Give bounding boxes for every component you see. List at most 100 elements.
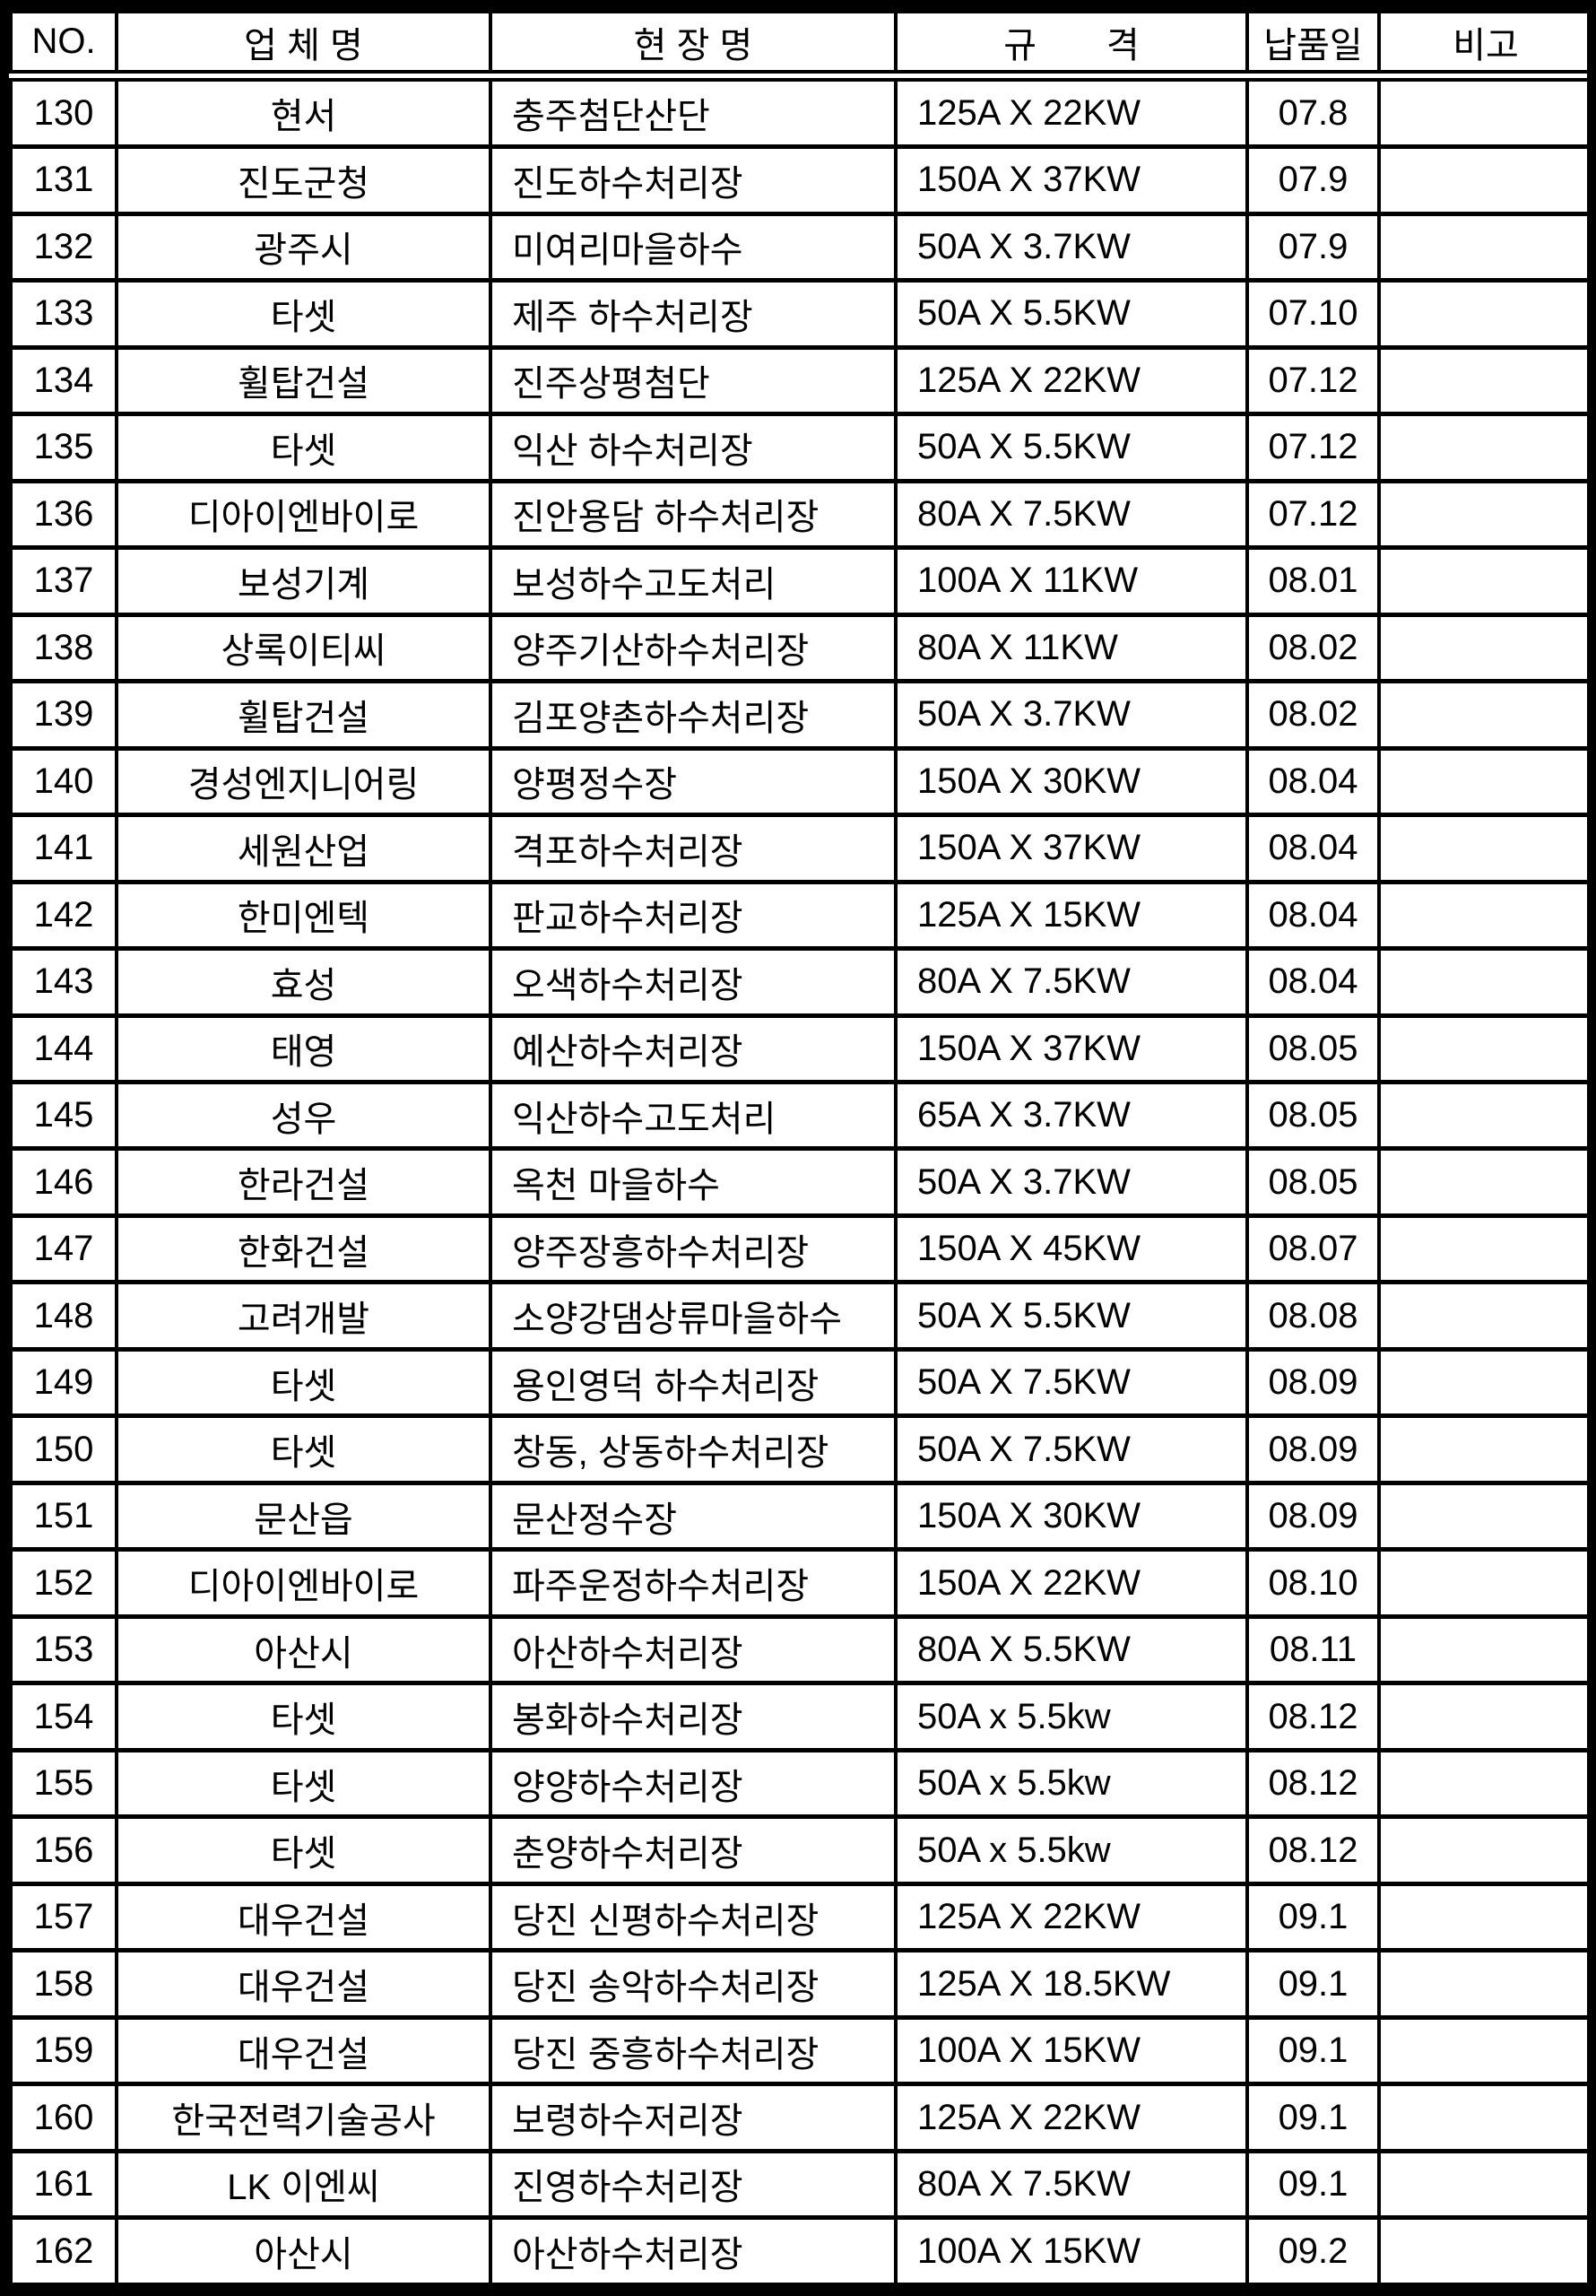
table-body: 130 현서 충주첨단산단 125A X 22KW 07.8 131 진도군청 … <box>9 73 1594 2287</box>
header-site: 현 장 명 <box>489 9 898 82</box>
cell-spec: 125A X 22KW <box>894 344 1249 417</box>
cell-site: 당진 중흥하수처리장 <box>489 2014 898 2087</box>
cell-company: 현서 <box>115 73 492 150</box>
cell-company: 휠탑건설 <box>115 344 492 417</box>
cell-spec: 150A X 37KW <box>894 144 1249 216</box>
header-spec: 규 격 <box>894 9 1249 82</box>
cell-no: 154 <box>9 1681 118 1752</box>
cell-site: 창동, 상동하수처리장 <box>489 1413 898 1485</box>
cell-date: 09.1 <box>1245 2014 1381 2087</box>
cell-no: 130 <box>9 73 118 150</box>
cell-no: 135 <box>9 412 118 483</box>
cell-date: 08.04 <box>1245 745 1381 818</box>
cell-note <box>1377 1881 1594 1953</box>
delivery-log-table: NO. 업 체 명 현 장 명 규 격 납품일 비고 130 현서 충주첨단산단… <box>9 9 1594 2287</box>
cell-note <box>1377 1346 1594 1419</box>
cell-note <box>1377 278 1594 350</box>
cell-spec: 50A X 5.5KW <box>894 1280 1249 1352</box>
cell-date: 08.09 <box>1245 1413 1381 1485</box>
cell-spec: 80A X 7.5KW <box>894 478 1249 551</box>
cell-spec: 50A x 5.5kw <box>894 1814 1249 1886</box>
table-row: 135 타셋 익산 하수처리장 50A X 5.5KW 07.12 <box>9 412 1594 483</box>
table-row: 162 아산시 아산하수처리장 100A X 15KW 09.2 <box>9 2215 1594 2287</box>
cell-note <box>1377 1413 1594 1485</box>
cell-spec: 100A X 15KW <box>894 2014 1249 2087</box>
cell-spec: 80A X 7.5KW <box>894 2148 1249 2221</box>
cell-date: 08.05 <box>1245 1079 1381 1152</box>
cell-no: 155 <box>9 1747 118 1820</box>
table-row: 140 경성엔지니어링 양평정수장 150A X 30KW 08.04 <box>9 745 1594 818</box>
table-row: 156 타셋 춘양하수처리장 50A x 5.5kw 08.12 <box>9 1814 1594 1886</box>
cell-spec: 150A X 37KW <box>894 1013 1249 1085</box>
cell-company: 상록이티씨 <box>115 612 492 684</box>
cell-site: 양주기산하수처리장 <box>489 612 898 684</box>
cell-date: 07.10 <box>1245 278 1381 350</box>
cell-no: 159 <box>9 2014 118 2087</box>
table-row: 152 디아이엔바이로 파주운정하수처리장 150A X 22KW 08.10 <box>9 1547 1594 1619</box>
cell-date: 08.02 <box>1245 679 1381 751</box>
cell-site: 진영하수처리장 <box>489 2148 898 2221</box>
table-row: 153 아산시 아산하수처리장 80A X 5.5KW 08.11 <box>9 1613 1594 1686</box>
cell-note <box>1377 144 1594 216</box>
cell-date: 08.07 <box>1245 1213 1381 1285</box>
cell-note <box>1377 1213 1594 1285</box>
cell-site: 양평정수장 <box>489 745 898 818</box>
header-row: NO. 업 체 명 현 장 명 규 격 납품일 비고 <box>9 9 1594 82</box>
cell-date: 09.1 <box>1245 2082 1381 2153</box>
cell-site: 오색하수처리장 <box>489 946 898 1018</box>
cell-date: 08.12 <box>1245 1814 1381 1886</box>
cell-date: 07.9 <box>1245 144 1381 216</box>
cell-no: 151 <box>9 1480 118 1552</box>
cell-site: 봉화하수처리장 <box>489 1681 898 1752</box>
cell-company: 타셋 <box>115 1814 492 1886</box>
cell-date: 08.08 <box>1245 1280 1381 1352</box>
cell-no: 161 <box>9 2148 118 2221</box>
cell-site: 김포양촌하수처리장 <box>489 679 898 751</box>
cell-spec: 50A X 7.5KW <box>894 1413 1249 1485</box>
cell-date: 08.04 <box>1245 813 1381 884</box>
cell-no: 147 <box>9 1213 118 1285</box>
cell-site: 파주운정하수처리장 <box>489 1547 898 1619</box>
cell-date: 08.04 <box>1245 879 1381 952</box>
cell-date: 08.09 <box>1245 1480 1381 1552</box>
cell-note <box>1377 879 1594 952</box>
cell-spec: 100A X 11KW <box>894 545 1249 617</box>
cell-company: 문산읍 <box>115 1480 492 1552</box>
table-row: 143 효성 오색하수처리장 80A X 7.5KW 08.04 <box>9 946 1594 1018</box>
table-row: 146 한라건설 옥천 마을하수 50A X 3.7KW 08.05 <box>9 1146 1594 1218</box>
header-note: 비고 <box>1377 9 1594 82</box>
cell-site: 예산하수처리장 <box>489 1013 898 1085</box>
cell-site: 용인영덕 하수처리장 <box>489 1346 898 1419</box>
cell-no: 131 <box>9 144 118 216</box>
cell-date: 08.05 <box>1245 1146 1381 1218</box>
cell-company: 휠탑건설 <box>115 679 492 751</box>
cell-company: 보성기계 <box>115 545 492 617</box>
header-company: 업 체 명 <box>115 9 492 82</box>
cell-company: 타셋 <box>115 412 492 483</box>
cell-note <box>1377 612 1594 684</box>
cell-no: 156 <box>9 1814 118 1886</box>
cell-no: 141 <box>9 813 118 884</box>
cell-date: 09.2 <box>1245 2215 1381 2287</box>
cell-spec: 125A X 22KW <box>894 2082 1249 2153</box>
cell-spec: 65A X 3.7KW <box>894 1079 1249 1152</box>
cell-date: 08.02 <box>1245 612 1381 684</box>
cell-no: 132 <box>9 211 118 283</box>
cell-site: 보령하수저리장 <box>489 2082 898 2153</box>
cell-site: 소양강댐상류마을하수 <box>489 1280 898 1352</box>
cell-spec: 125A X 18.5KW <box>894 1948 1249 2020</box>
table-row: 139 휠탑건설 김포양촌하수처리장 50A X 3.7KW 08.02 <box>9 679 1594 751</box>
table-row: 155 타셋 양양하수처리장 50A x 5.5kw 08.12 <box>9 1747 1594 1820</box>
header-no: NO. <box>9 9 118 82</box>
cell-site: 춘양하수처리장 <box>489 1814 898 1886</box>
cell-note <box>1377 73 1594 150</box>
cell-date: 09.1 <box>1245 1881 1381 1953</box>
cell-no: 145 <box>9 1079 118 1152</box>
cell-no: 158 <box>9 1948 118 2020</box>
cell-date: 07.8 <box>1245 73 1381 150</box>
cell-company: 아산시 <box>115 2215 492 2287</box>
cell-company: 타셋 <box>115 1681 492 1752</box>
table-row: 144 태영 예산하수처리장 150A X 37KW 08.05 <box>9 1013 1594 1085</box>
cell-no: 142 <box>9 879 118 952</box>
cell-no: 146 <box>9 1146 118 1218</box>
